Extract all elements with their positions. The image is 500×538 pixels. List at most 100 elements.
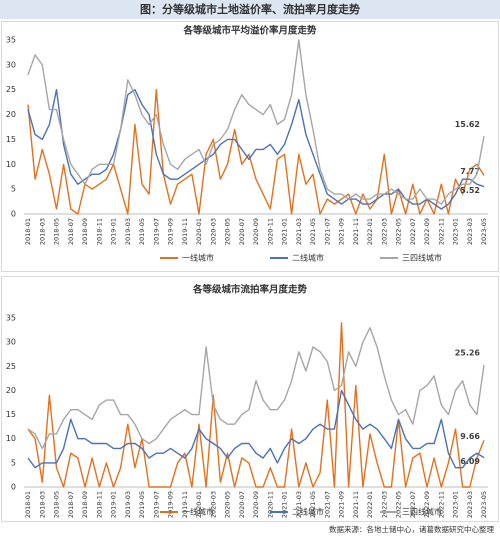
x-tick-label: 2020-01 [195,218,203,245]
y-tick-label: 20 [6,110,16,119]
x-tick-label: 2021-03 [295,491,303,518]
x-tick-label: 2023-03 [466,491,474,518]
x-tick-label: 2019-07 [152,491,160,518]
x-tick-label: 2018-05 [53,218,61,245]
series-line [27,322,485,488]
header-band [0,0,500,19]
y-tick-label: 35 [6,36,16,45]
x-tick-label: 2020-05 [224,491,232,518]
x-tick-label: 2020-03 [209,491,217,518]
series-line [27,389,485,469]
legend-label: 三四线城市 [402,253,442,263]
y-tick-label: 10 [6,434,16,443]
x-tick-label: 2021-05 [309,491,317,518]
x-tick-label: 2018-09 [81,218,89,245]
x-tick-label: 2022-07 [409,491,417,518]
x-tick-label: 2022-11 [437,218,445,245]
x-tick-label: 2020-07 [238,218,246,245]
legend-label: 二线城市 [292,253,324,263]
x-tick-label: 2022-09 [423,218,431,245]
data-label: 7.77 [460,167,480,176]
y-tick-label: 10 [6,160,16,169]
legend-label: 三四线城市 [402,507,442,517]
x-tick-label: 2019-11 [181,491,189,518]
y-tick-label: 15 [6,135,16,144]
x-tick-label: 2019-05 [138,218,146,245]
x-tick-label: 2018-01 [24,218,32,245]
x-tick-label: 2018-07 [67,491,75,518]
x-tick-label: 2020-11 [266,218,274,245]
y-tick-label: 30 [6,60,16,69]
x-tick-label: 2020-09 [252,218,260,245]
data-label: 9.66 [460,432,480,441]
page-title: 图：分等级城市土地溢价率、流拍率月度走势 [140,2,360,16]
y-tick-label: 25 [6,362,16,371]
x-tick-label: 2020-03 [209,218,217,245]
x-tick-label: 2023-05 [480,491,488,518]
x-tick-label: 2018-11 [95,218,103,245]
y-tick-label: 25 [6,85,16,94]
x-tick-label: 2019-09 [167,218,175,245]
y-tick-label: 30 [6,338,16,347]
x-tick-label: 2018-03 [38,491,46,518]
y-tick-label: 5 [11,185,16,194]
series-line [27,89,485,215]
x-tick-label: 2018-11 [95,491,103,518]
x-tick-label: 2022-03 [380,491,388,518]
chart-frame [1,21,499,272]
x-tick-label: 2019-07 [152,218,160,245]
x-tick-label: 2020-09 [252,491,260,518]
x-tick-label: 2022-01 [366,491,374,518]
x-tick-label: 2019-09 [167,491,175,518]
legend-label: 一线城市 [182,507,214,517]
x-tick-label: 2021-03 [295,218,303,245]
y-tick-label: 5 [11,458,16,467]
y-tick-label: 20 [6,386,16,395]
x-tick-label: 2023-03 [466,218,474,245]
x-tick-label: 2021-09 [338,218,346,245]
x-tick-label: 2020-05 [224,218,232,245]
x-tick-label: 2021-09 [338,491,346,518]
data-label: 6.09 [460,457,480,466]
y-tick-label: 0 [11,483,16,492]
x-tick-label: 2020-01 [195,491,203,518]
x-tick-label: 2018-03 [38,218,46,245]
x-tick-label: 2023-01 [452,491,460,518]
x-tick-label: 2020-07 [238,491,246,518]
chart-title: 各等级城市流拍率月度走势 [192,284,308,296]
x-tick-label: 2022-05 [395,491,403,518]
x-tick-label: 2020-11 [266,491,274,518]
x-tick-label: 2022-01 [366,218,374,245]
x-tick-label: 2018-01 [24,491,32,518]
x-tick-label: 2022-05 [395,218,403,245]
data-label: 15.62 [455,120,480,129]
x-tick-label: 2018-05 [53,491,61,518]
x-tick-label: 2021-01 [281,218,289,245]
x-tick-label: 2019-05 [138,491,146,518]
x-tick-label: 2019-03 [124,491,132,518]
y-tick-label: 35 [6,314,16,323]
series-line [27,89,485,210]
x-tick-label: 2022-09 [423,491,431,518]
chart-frame [1,276,499,522]
x-tick-label: 2021-11 [352,218,360,245]
x-tick-label: 2021-05 [309,218,317,245]
x-tick-label: 2021-07 [323,491,331,518]
x-tick-label: 2022-07 [409,218,417,245]
source-note: 数据来源：各地土储中心，诸葛数据研究中心整理 [329,524,494,534]
legend-label: 一线城市 [182,253,214,263]
y-tick-label: 0 [11,210,16,219]
series-line [27,39,485,205]
x-tick-label: 2023-05 [480,218,488,245]
data-label: 5.52 [460,186,480,195]
x-tick-label: 2022-11 [437,491,445,518]
data-label: 25.26 [455,349,481,358]
x-tick-label: 2019-01 [110,491,118,518]
x-tick-label: 2021-01 [281,491,289,518]
x-tick-label: 2019-03 [124,218,132,245]
x-tick-label: 2018-09 [81,491,89,518]
series-line [27,327,485,450]
x-tick-label: 2019-11 [181,218,189,245]
x-tick-label: 2018-07 [67,218,75,245]
